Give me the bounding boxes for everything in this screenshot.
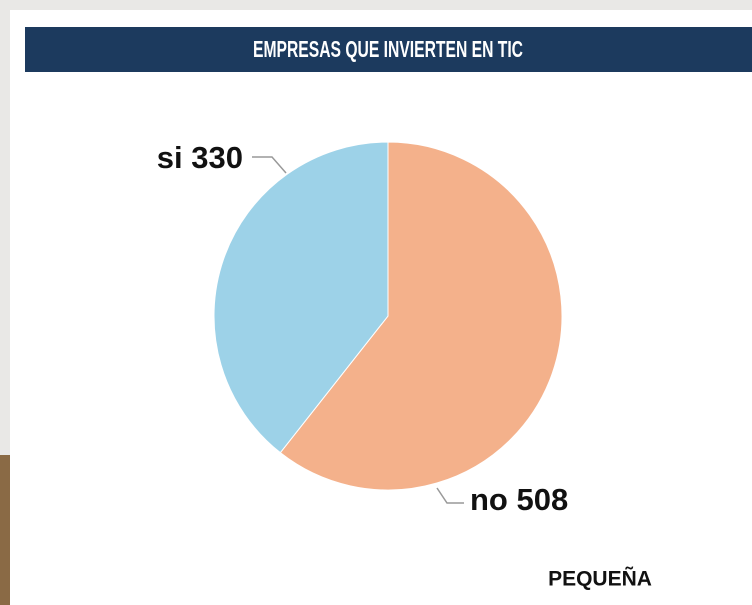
- label-category: si: [157, 140, 183, 175]
- label-value: 330: [191, 140, 243, 175]
- chart-title: EMPRESAS QUE INVIERTEN EN TIC: [253, 36, 523, 62]
- caption: PEQUEÑA: [548, 568, 652, 591]
- label-category: no: [470, 482, 508, 517]
- data-label: si 330: [157, 140, 243, 175]
- label-value: 508: [517, 482, 569, 517]
- slide: EMPRESAS QUE INVIERTEN EN TIC PEQUEÑA no…: [0, 0, 752, 605]
- data-label: no 508: [470, 482, 568, 517]
